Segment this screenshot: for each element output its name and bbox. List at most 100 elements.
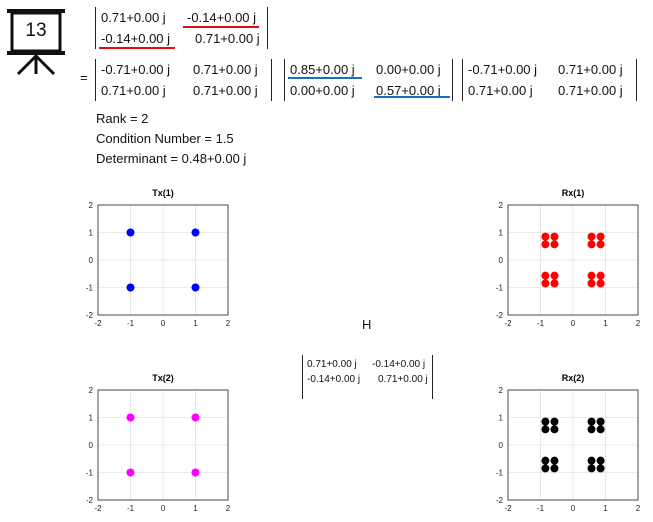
v-cell-21: 0.71+0.00 j <box>468 83 533 98</box>
slide-number: 13 <box>25 20 47 41</box>
x-tick-label: 2 <box>636 504 641 513</box>
x-tick-label: 1 <box>193 319 198 328</box>
data-point <box>191 228 200 237</box>
data-point <box>587 425 596 434</box>
v-matrix: -0.71+0.00 j 0.71+0.00 j 0.71+0.00 j 0.7… <box>462 59 642 103</box>
data-point <box>550 417 559 426</box>
channel-label: H <box>362 317 372 332</box>
s-cell-11: 0.85+0.00 j <box>290 62 355 77</box>
data-point <box>587 464 596 473</box>
x-tick-label: -2 <box>504 319 512 328</box>
data-point <box>541 425 550 434</box>
lhs-cell-21: -0.14+0.00 j <box>101 31 171 46</box>
x-tick-label: -1 <box>127 504 135 513</box>
equals-sign: = <box>80 70 88 85</box>
easel-icon <box>7 9 65 76</box>
rank-text: Rank = 2 <box>96 111 149 126</box>
lhs-underline-12 <box>183 26 259 28</box>
tx1-chart: Tx(1) -2 -1 0 1 2 2 1 0 -1 -2 <box>86 188 231 328</box>
h-cell-21: -0.14+0.00 j <box>307 374 361 385</box>
h-cell-12: -0.14+0.00 j <box>372 359 426 370</box>
data-point <box>541 240 550 249</box>
u-cell-21: 0.71+0.00 j <box>101 83 166 98</box>
y-tick-label: 2 <box>499 386 504 395</box>
data-point <box>596 271 605 280</box>
determinant-text: Determinant = 0.48+0.00 j <box>96 151 247 166</box>
rx1-chart: Rx(1) -2 -1 0 1 2 2 1 0 -1 -2 <box>496 188 641 328</box>
data-point <box>126 413 135 422</box>
data-point <box>587 417 596 426</box>
data-point <box>587 240 596 249</box>
data-point <box>596 240 605 249</box>
u-cell-12: 0.71+0.00 j <box>193 62 258 77</box>
y-tick-label: 1 <box>89 229 94 238</box>
lhs-matrix: 0.71+0.00 j -0.14+0.00 j -0.14+0.00 j 0.… <box>95 7 275 51</box>
y-tick-label: 2 <box>89 386 94 395</box>
y-tick-label: 2 <box>89 201 94 210</box>
data-point <box>541 232 550 241</box>
data-point <box>596 425 605 434</box>
y-tick-label: 0 <box>89 441 94 450</box>
x-tick-label: -2 <box>94 504 102 513</box>
lhs-cell-12: -0.14+0.00 j <box>187 10 257 25</box>
lhs-cell-11: 0.71+0.00 j <box>101 10 166 25</box>
data-point <box>596 456 605 465</box>
tx2-chart: Tx(2) -2 -1 0 1 2 2 1 0 -1 -2 <box>86 373 231 513</box>
data-point <box>191 413 200 422</box>
y-tick-label: -2 <box>86 311 94 320</box>
channel-matrix: 0.71+0.00 j -0.14+0.00 j -0.14+0.00 j 0.… <box>302 355 434 399</box>
data-point <box>550 232 559 241</box>
x-tick-label: 1 <box>603 504 608 513</box>
y-tick-label: 2 <box>499 201 504 210</box>
data-point <box>550 456 559 465</box>
s-cell-12: 0.00+0.00 j <box>376 62 441 77</box>
x-tick-label: 0 <box>571 504 576 513</box>
x-tick-label: 0 <box>571 319 576 328</box>
x-tick-label: -1 <box>537 319 545 328</box>
y-tick-label: 0 <box>499 256 504 265</box>
y-tick-label: -1 <box>496 284 504 293</box>
plot-frame <box>97 389 229 501</box>
data-point <box>541 271 550 280</box>
x-tick-label: -1 <box>537 504 545 513</box>
u-cell-11: -0.71+0.00 j <box>101 62 171 77</box>
data-point <box>596 417 605 426</box>
data-point <box>126 228 135 237</box>
s-cell-21: 0.00+0.00 j <box>290 83 355 98</box>
plot-frame <box>97 204 229 316</box>
y-tick-label: 0 <box>499 441 504 450</box>
x-tick-label: -1 <box>127 319 135 328</box>
h-cell-22: 0.71+0.00 j <box>378 374 428 385</box>
slide-badge: 13 <box>6 8 68 76</box>
y-tick-label: 1 <box>89 414 94 423</box>
x-tick-label: 2 <box>636 319 641 328</box>
chart-title: Tx(1) <box>152 188 174 198</box>
x-tick-label: -2 <box>94 319 102 328</box>
lhs-cell-22: 0.71+0.00 j <box>195 31 260 46</box>
s-cell-22: 0.57+0.00 j <box>376 83 441 98</box>
u-cell-22: 0.71+0.00 j <box>193 83 258 98</box>
y-tick-label: 1 <box>499 229 504 238</box>
data-point <box>596 232 605 241</box>
v-cell-22: 0.71+0.00 j <box>558 83 623 98</box>
data-point <box>541 417 550 426</box>
y-tick-label: -2 <box>496 311 504 320</box>
data-point <box>550 271 559 280</box>
plot-frame <box>507 389 639 501</box>
data-point <box>126 468 135 477</box>
x-tick-label: 2 <box>226 319 231 328</box>
h-cell-11: 0.71+0.00 j <box>307 359 357 370</box>
tx1-plot: Tx(1) -2 -1 0 1 2 2 1 0 -1 -2 <box>80 181 240 336</box>
data-point <box>596 279 605 288</box>
x-tick-label: 1 <box>193 504 198 513</box>
y-tick-label: -1 <box>496 469 504 478</box>
data-point <box>587 271 596 280</box>
data-point <box>550 240 559 249</box>
data-point <box>191 283 200 292</box>
v-cell-11: -0.71+0.00 j <box>468 62 538 77</box>
rx1-plot: Rx(1) -2 -1 0 1 2 2 1 0 -1 -2 <box>490 181 650 336</box>
data-point <box>126 283 135 292</box>
data-point <box>587 279 596 288</box>
y-tick-label: 1 <box>499 414 504 423</box>
x-tick-label: 2 <box>226 504 231 513</box>
